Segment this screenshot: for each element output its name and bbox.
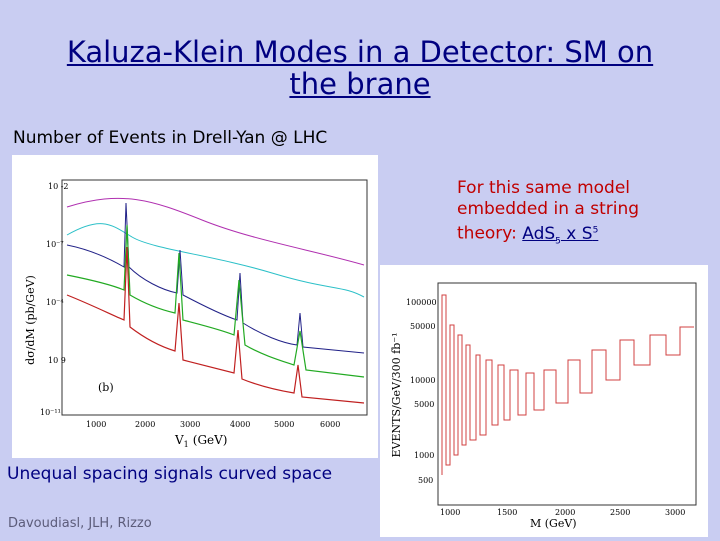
cyan-curve	[66, 223, 365, 298]
blue-curve	[66, 202, 365, 354]
x-tick-3000: 3000	[180, 420, 200, 429]
y-axis-label: EVENTS/GeV/300 fb⁻¹	[390, 333, 403, 458]
ads5-s5-link[interactable]: AdS5 x S5	[522, 223, 599, 247]
red-curve	[66, 246, 365, 404]
magenta-curve	[66, 197, 365, 266]
x-axis-label: V1 (GeV)	[174, 433, 227, 449]
slide-subtitle: Number of Events in Drell-Yan @ LHC	[13, 128, 328, 148]
y-tick-3: 10⁻⁴	[46, 298, 64, 307]
y-tick-500: 500	[418, 476, 433, 485]
x-tick-5000: 5000	[274, 420, 294, 429]
x-axis-label: M (GeV)	[530, 517, 577, 530]
panel-label: (b)	[98, 381, 114, 394]
drell-yan-spectrum-plot: dσ/dM (pb/GeV) 10 -2 10⁻⁷ 10⁻⁴ 10 9 10⁻¹…	[12, 155, 378, 458]
x-tick-3000: 3000	[665, 508, 685, 517]
author-credit: Davoudiasl, JLH, Rizzo	[8, 516, 152, 531]
y-tick-1000: 1000	[414, 451, 434, 460]
y-tick-1: 10 -2	[48, 182, 69, 191]
slide-title: Kaluza-Klein Modes in a Detector: SM on …	[66, 35, 654, 101]
x-tick-1500: 1500	[497, 508, 517, 517]
x-tick-2000: 2000	[135, 420, 155, 429]
green-curve	[66, 224, 365, 378]
event-histogram-line	[441, 294, 694, 475]
x-tick-1000: 1000	[440, 508, 460, 517]
y-tick-5: 10⁻¹¹	[40, 408, 61, 417]
y-tick-50000: 50000	[410, 322, 435, 331]
ads5-event-histogram: EVENTS/GeV/300 fb⁻¹ 100000 50000 10000 5…	[380, 265, 708, 537]
y-tick-2: 10⁻⁷	[46, 240, 64, 249]
y-tick-4: 10 9	[48, 356, 66, 365]
x-tick-6000: 6000	[320, 420, 340, 429]
curved-space-caption: Unequal spacing signals curved space	[7, 464, 333, 484]
x-tick-4000: 4000	[230, 420, 250, 429]
y-tick-5000: 5000	[414, 400, 434, 409]
x-tick-1000: 1000	[86, 420, 106, 429]
y-tick-100000: 100000	[406, 298, 437, 307]
y-tick-10000: 10000	[410, 376, 435, 385]
x-tick-2000: 2000	[555, 508, 575, 517]
y-axis-label: dσ/dM (pb/GeV)	[24, 275, 37, 365]
string-theory-note: For this same model embedded in a string…	[457, 178, 640, 247]
x-tick-2500: 2500	[610, 508, 630, 517]
